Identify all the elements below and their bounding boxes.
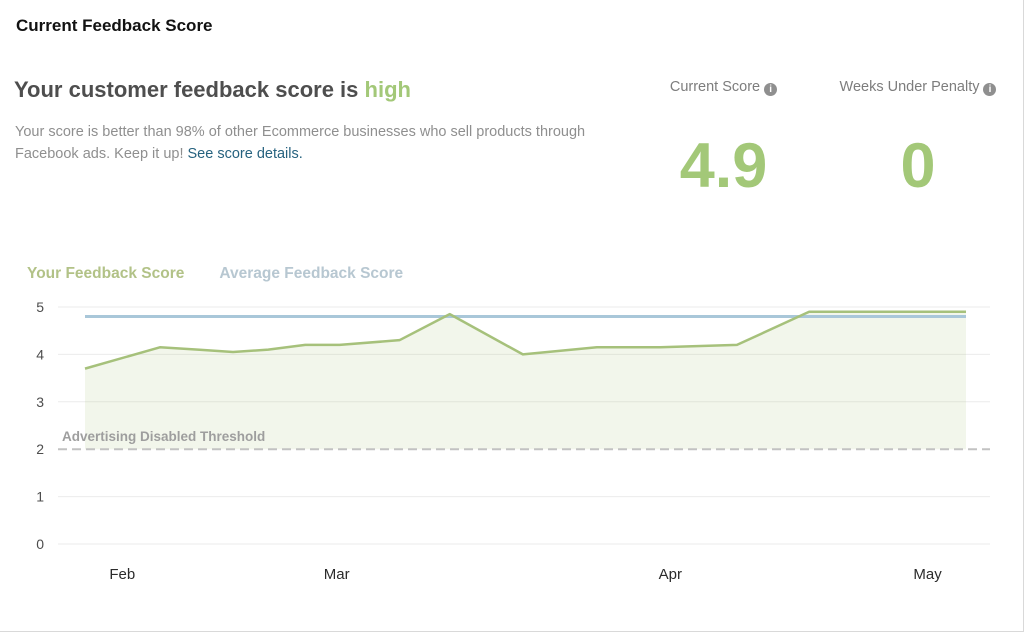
y-tick-label: 0 bbox=[36, 536, 44, 552]
x-month-label: May bbox=[913, 566, 942, 583]
current-score-label-row: Current Score i bbox=[641, 78, 806, 97]
weeks-under-penalty-label-row: Weeks Under Penalty i bbox=[838, 78, 998, 97]
x-month-label: Feb bbox=[109, 566, 135, 583]
weeks-under-penalty-label: Weeks Under Penalty bbox=[839, 79, 980, 95]
summary-heading-highlight: high bbox=[364, 77, 411, 102]
summary-heading: Your customer feedback score is high bbox=[14, 77, 411, 103]
weeks-under-penalty-stat: Weeks Under Penalty i 0 bbox=[838, 78, 998, 213]
see-score-details-link[interactable]: See score details. bbox=[187, 145, 303, 162]
page-title: Current Feedback Score bbox=[16, 16, 213, 35]
summary-description: Your score is better than 98% of other E… bbox=[15, 122, 590, 165]
x-month-label: Mar bbox=[324, 566, 350, 583]
current-score-label: Current Score bbox=[669, 79, 761, 95]
chart-legend-tabs: Your Feedback Score Average Feedback Sco… bbox=[27, 265, 403, 283]
y-tick-label: 4 bbox=[36, 346, 44, 362]
summary-description-text: Your score is better than 98% of other E… bbox=[15, 124, 586, 162]
weeks-under-penalty-value: 0 bbox=[900, 131, 936, 201]
y-tick-label: 2 bbox=[36, 441, 44, 457]
y-tick-label: 1 bbox=[36, 489, 44, 505]
summary-heading-text: Your customer feedback score is bbox=[14, 77, 359, 102]
tab-your-feedback-score[interactable]: Your Feedback Score bbox=[27, 265, 185, 282]
tab-average-feedback-score[interactable]: Average Feedback Score bbox=[219, 265, 404, 282]
y-tick-label: 5 bbox=[36, 299, 44, 315]
current-score-stat: Current Score i 4.9 bbox=[641, 78, 806, 213]
info-icon[interactable]: i bbox=[983, 83, 997, 96]
feedback-score-chart: 5 4 3 2 1 0 Advertising Disabled Threshold Feb M… bbox=[36, 299, 990, 583]
your-score-line bbox=[84, 310, 966, 370]
info-icon[interactable]: i bbox=[764, 83, 778, 96]
x-month-label: Apr bbox=[659, 566, 682, 583]
threshold-label: Advertising Disabled Threshold bbox=[62, 429, 265, 444]
current-score-value: 4.9 bbox=[679, 131, 768, 201]
y-tick-label: 3 bbox=[36, 394, 44, 410]
